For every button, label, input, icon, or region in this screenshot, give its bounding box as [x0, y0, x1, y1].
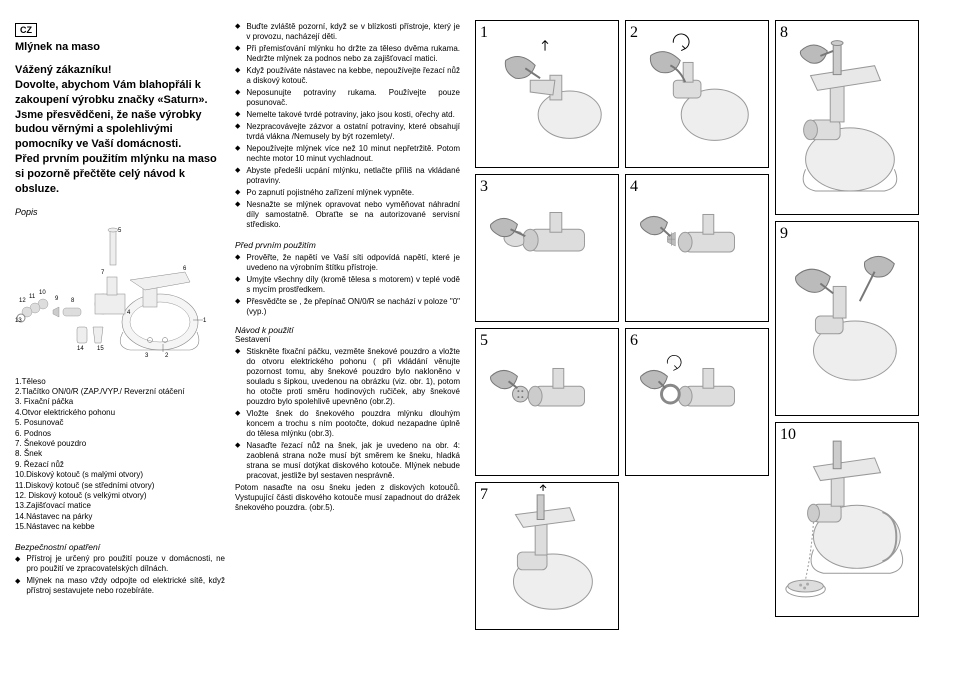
assembly-label: Sestavení	[235, 335, 460, 345]
svg-text:10: 10	[39, 290, 46, 296]
bullet-text: Nepoužívejte mlýnek více než 10 minut ne…	[246, 144, 460, 164]
column-left: CZ Mlýnek na maso Vážený zákazníku! Dovo…	[15, 20, 225, 655]
step-panel: 7	[475, 482, 619, 630]
bullet-text: Stiskněte fixační páčku, vezměte šnekové…	[246, 347, 460, 407]
step-panel: 1	[475, 20, 619, 168]
product-title: Mlýnek na maso	[15, 41, 225, 53]
bullet-text: Po zapnutí pojistného zařízení mlýnek vy…	[246, 188, 460, 198]
country-flag: CZ	[15, 23, 37, 37]
svg-text:1: 1	[203, 318, 207, 324]
step-panel: 3	[475, 174, 619, 322]
step-panel: 5	[475, 328, 619, 476]
bullet-text: Přístroj je určený pro použití pouze v d…	[26, 554, 225, 574]
bullet-text: Nesnažte se mlýnek opravovat nebo vyměňo…	[246, 200, 460, 230]
svg-text:5: 5	[118, 228, 122, 234]
bullet-text: Umyjte všechny díly (kromě tělesa s moto…	[246, 275, 460, 295]
svg-text:6: 6	[183, 266, 187, 272]
bullet-text: Nemelte takové tvrdé potraviny, jako jso…	[246, 110, 460, 120]
step-panel: 2	[625, 20, 769, 168]
bullet-text: Buďte zvláště pozorní, když se v blízkos…	[246, 22, 460, 42]
svg-text:14: 14	[77, 346, 84, 352]
usage-label: Návod k použití	[235, 325, 460, 336]
svg-text:7: 7	[101, 270, 105, 276]
step-number: 7	[480, 486, 488, 504]
safety-bullet: ◆ Mlýnek na maso vždy odpojte od elektri…	[15, 576, 225, 596]
parts-diagram: 5 6 7 8 9 10 11 12 13 14 15 1 2 3 4	[15, 222, 215, 372]
svg-text:12: 12	[19, 298, 26, 304]
safety-bullet: ◆ Přístroj je určený pro použití pouze v…	[15, 554, 225, 574]
safety-label: Bezpečnostní opatření	[15, 542, 225, 552]
bullet-text: Mlýnek na maso vždy odpojte od elektrick…	[26, 576, 225, 596]
step-number: 3	[480, 178, 488, 196]
bullet-icon: ◆	[15, 555, 20, 563]
step-number: 4	[630, 178, 638, 196]
svg-text:9: 9	[55, 296, 59, 302]
bullet-text: Při přemisťování mlýnku ho držte za těle…	[246, 44, 460, 64]
usage-tail-text: Potom nasaďte na osu šneku jeden z disko…	[235, 483, 460, 513]
bullet-text: Nezpracovávejte zázvor a ostatní potravi…	[246, 122, 460, 142]
before-use-label: Před prvním použitím	[235, 240, 460, 251]
column-middle: ◆Buďte zvláště pozorní, když se v blízko…	[235, 20, 460, 655]
bullet-text: Nasaďte řezací nůž na šnek, jak je uvede…	[246, 441, 460, 481]
bullet-text: Neposunujte potraviny rukama. Používejte…	[246, 88, 460, 108]
column-right: 1 2	[470, 20, 939, 655]
bullet-text: Prověřte, že napětí ve Vaší síti odpovíd…	[246, 253, 460, 273]
bullet-text: Přesvědčte se , že přepínač ON/0/R se na…	[246, 297, 460, 317]
step-panel: 8	[775, 20, 919, 215]
svg-text:8: 8	[71, 298, 75, 304]
step-panel: 9	[775, 221, 919, 416]
svg-text:11: 11	[29, 294, 36, 300]
svg-text:3: 3	[145, 353, 149, 359]
svg-text:13: 13	[15, 318, 22, 324]
step-number: 5	[480, 332, 488, 350]
bullet-text: Vložte šnek do šnekového pouzdra mlýnku …	[246, 409, 460, 439]
step-panel: 10	[775, 422, 919, 617]
bullet-text: Abyste předešli ucpání mlýnku, netlačte …	[246, 166, 460, 186]
step-number: 6	[630, 332, 638, 350]
step-number: 1	[480, 24, 488, 42]
svg-text:2: 2	[165, 353, 169, 359]
parts-list: 1.Těleso 2.Tlačítko ON/0/R (ZAP./VYP./ R…	[15, 377, 225, 533]
svg-text:15: 15	[97, 346, 104, 352]
step-number: 9	[780, 225, 788, 243]
step-panel: 6	[625, 328, 769, 476]
step-number: 10	[780, 426, 796, 444]
step-panel: 4	[625, 174, 769, 322]
step-number: 2	[630, 24, 638, 42]
description-label: Popis	[15, 207, 225, 217]
intro-text: Vážený zákazníku! Dovolte, abychom Vám b…	[15, 63, 225, 197]
step-number: 8	[780, 24, 788, 42]
bullet-text: Když používáte nástavec na kebbe, nepouž…	[246, 66, 460, 86]
bullet-icon: ◆	[15, 577, 20, 585]
